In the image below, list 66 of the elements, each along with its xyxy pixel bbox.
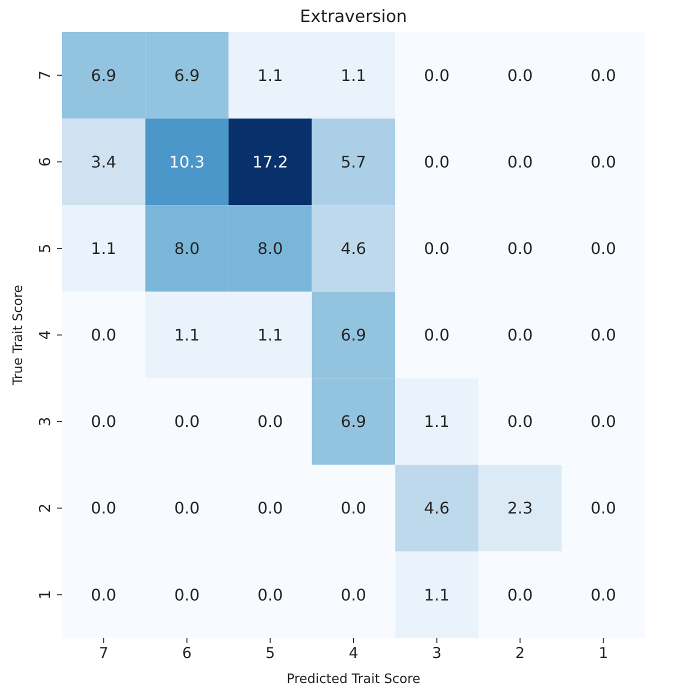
x-tick-label: 3: [432, 644, 442, 662]
data-label: 1.1: [257, 66, 283, 85]
data-label: 1.1: [424, 585, 450, 604]
data-label: 0.0: [90, 585, 116, 604]
data-label: 0.0: [590, 412, 616, 432]
data-label: 0.0: [424, 239, 450, 258]
data-label: 0.0: [590, 66, 616, 85]
data-label: 17.2: [252, 152, 288, 172]
data-label: 0.0: [340, 498, 366, 518]
x-tick-label: 6: [182, 644, 192, 662]
data-label: 6.9: [174, 66, 200, 85]
data-label: 0.0: [507, 66, 533, 85]
data-label: 3.4: [90, 152, 116, 172]
data-label: 0.0: [507, 326, 533, 345]
data-label: 0.0: [90, 498, 116, 518]
data-label: 0.0: [174, 585, 200, 604]
y-tick-label: 4: [36, 330, 54, 340]
data-label: 0.0: [424, 152, 450, 172]
data-label: 2.3: [507, 498, 533, 518]
data-label: 0.0: [90, 412, 116, 432]
data-label: 10.3: [169, 152, 205, 172]
data-label: 1.1: [257, 326, 283, 345]
data-label: 0.0: [90, 326, 116, 345]
data-label: 1.1: [90, 239, 116, 258]
y-tick-label: 5: [36, 244, 54, 254]
x-tick-label: 1: [598, 644, 608, 662]
x-tick-label: 5: [265, 644, 275, 662]
y-tick-label: 7: [36, 70, 54, 80]
data-label: 6.9: [90, 66, 116, 85]
data-label: 0.0: [507, 152, 533, 172]
x-tick-label: 2: [515, 644, 525, 662]
y-tick-label: 2: [36, 503, 54, 513]
data-label: 0.0: [590, 152, 616, 172]
data-label: 8.0: [174, 239, 200, 258]
chart-title: Extraversion: [300, 7, 408, 27]
y-tick-label: 6: [36, 157, 54, 167]
y-tick-label: 3: [36, 416, 54, 426]
y-axis-title: True Trait Score: [11, 284, 26, 386]
data-label: 0.0: [507, 412, 533, 432]
data-label: 0.0: [257, 498, 283, 518]
data-label: 6.9: [340, 412, 366, 432]
data-label: 0.0: [174, 412, 200, 432]
data-label: 5.7: [340, 152, 366, 172]
data-label: 0.0: [590, 498, 616, 518]
data-label: 6.9: [340, 326, 366, 345]
data-label: 0.0: [257, 585, 283, 604]
data-label: 0.0: [590, 326, 616, 345]
data-label: 1.1: [424, 412, 450, 432]
data-label: 0.0: [590, 585, 616, 604]
data-label: 4.6: [424, 498, 450, 518]
data-label: 0.0: [424, 66, 450, 85]
data-label: 0.0: [507, 239, 533, 258]
data-label: 0.0: [340, 585, 366, 604]
data-label: 0.0: [174, 498, 200, 518]
data-label: 8.0: [257, 239, 283, 258]
data-label: 0.0: [507, 585, 533, 604]
data-label: 1.1: [174, 326, 200, 345]
data-label: 4.6: [340, 239, 366, 258]
x-axis-title: Predicted Trait Score: [286, 672, 420, 687]
data-label: 1.1: [340, 66, 366, 85]
data-label: 0.0: [257, 412, 283, 432]
data-label: 0.0: [424, 326, 450, 345]
x-tick-label: 7: [98, 644, 108, 662]
data-label: 0.0: [590, 239, 616, 258]
y-tick-label: 1: [36, 590, 54, 600]
x-tick-label: 4: [348, 644, 358, 662]
